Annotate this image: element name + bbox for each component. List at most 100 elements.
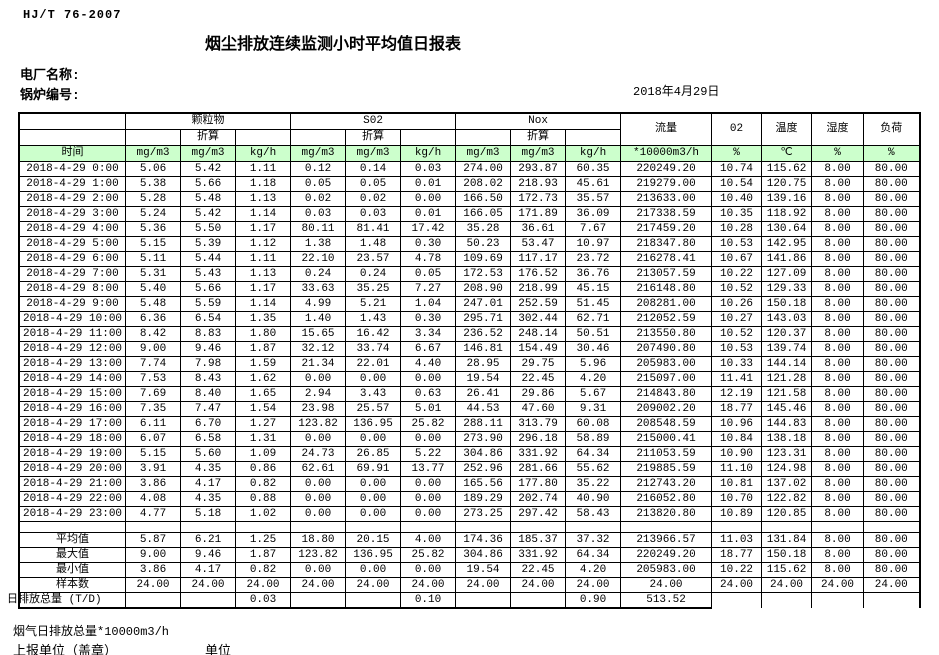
table-cell: 29.75 — [510, 356, 567, 372]
table-cell: 10.22 — [711, 562, 763, 578]
table-cell: 9.00 — [125, 547, 182, 563]
table-cell: 0.00 — [400, 476, 457, 492]
table-cell: 7.67 — [565, 221, 622, 237]
table-cell: 127.09 — [761, 266, 813, 282]
table-cell: 8.00 — [811, 311, 865, 327]
table-cell: 7.53 — [125, 371, 182, 387]
table-cell: 1.02 — [235, 506, 292, 522]
table-cell: 1.25 — [235, 532, 292, 548]
table-cell: 1.31 — [235, 431, 292, 447]
header-group-so2: S02 — [290, 112, 457, 130]
table-cell: 18.77 — [711, 547, 763, 563]
table-cell: 8.40 — [180, 386, 237, 402]
table-cell: 11.03 — [711, 532, 763, 548]
table-cell: 8.00 — [811, 161, 865, 177]
daily-total-row: 日排放总量 (T/D) 0.03 0.10 0.90 513.52 — [7, 592, 921, 609]
table-cell: 7.69 — [125, 386, 182, 402]
summary-label: 最大值 — [18, 547, 127, 563]
table-cell: 313.79 — [510, 416, 567, 432]
table-cell: 24.00 — [811, 577, 865, 593]
table-cell: 219279.00 — [620, 176, 713, 192]
header-empty-cell — [290, 129, 347, 146]
table-cell: 0.00 — [345, 431, 402, 447]
table-cell: 0.00 — [345, 491, 402, 507]
table-cell: 1.13 — [235, 266, 292, 282]
table-cell: 10.35 — [711, 206, 763, 222]
table-cell: 0.30 — [400, 311, 457, 327]
table-cell: 218347.80 — [620, 236, 713, 252]
hour-row: 2018-4-29 15:00 7.69 8.40 1.65 2.94 3.43 0.63 2… — [18, 386, 921, 402]
header-unit: kg/h — [400, 145, 457, 162]
table-cell: 36.76 — [565, 266, 622, 282]
table-cell: 0.05 — [345, 176, 402, 192]
header-humidity: 湿度 — [811, 112, 865, 146]
header-converted-nox: 折算 — [510, 129, 567, 146]
table-cell: 4.17 — [180, 476, 237, 492]
time-cell: 2018-4-29 21:00 — [18, 476, 127, 492]
table-cell: 24.00 — [400, 577, 457, 593]
table-cell: 80.00 — [863, 236, 921, 252]
table-cell: 273.25 — [455, 506, 512, 522]
table-cell: 5.67 — [565, 386, 622, 402]
table-cell: 209002.20 — [620, 401, 713, 417]
table-cell: 1.04 — [400, 296, 457, 312]
hour-row: 2018-4-29 14:00 7.53 8.43 1.62 0.00 0.00 0.00 1… — [18, 371, 921, 387]
hour-row: 2018-4-29 19:00 5.15 5.60 1.09 24.73 26.85 5.2… — [18, 446, 921, 462]
header-load: 负荷 — [863, 112, 921, 146]
table-cell: 208281.00 — [620, 296, 713, 312]
header-group-nox: Nox — [455, 112, 622, 130]
table-cell: 0.00 — [400, 431, 457, 447]
table-cell: 80.00 — [863, 461, 921, 477]
table-cell: 1.80 — [235, 326, 292, 342]
header-unit: mg/m3 — [290, 145, 347, 162]
report-table: 颗粒物 S02 Nox 流量 02 温度 湿度 负荷 折算 折算 折算 — [7, 112, 921, 609]
table-cell: 304.86 — [455, 446, 512, 462]
table-cell: 80.00 — [863, 161, 921, 177]
flue-gas-total-note: 烟气日排放总量*10000m3/h — [13, 625, 170, 639]
summary-label: 平均值 — [18, 532, 127, 548]
table-cell: 0.00 — [345, 476, 402, 492]
empty-cell — [345, 521, 402, 533]
time-cell: 2018-4-29 13:00 — [18, 356, 127, 372]
table-cell: 216052.80 — [620, 491, 713, 507]
table-cell: 166.50 — [455, 191, 512, 207]
plant-name-label: 电厂名称: — [20, 68, 80, 83]
table-cell: 24.00 — [345, 577, 402, 593]
empty-cell — [180, 521, 237, 533]
header-unit: mg/m3 — [345, 145, 402, 162]
table-cell: 109.69 — [455, 251, 512, 267]
table-cell: 80.00 — [863, 311, 921, 327]
table-cell: 136.95 — [345, 416, 402, 432]
table-cell: 0.63 — [400, 386, 457, 402]
table-cell: 9.46 — [180, 341, 237, 357]
table-cell: 208.90 — [455, 281, 512, 297]
table-cell: 44.53 — [455, 401, 512, 417]
table-cell: 288.11 — [455, 416, 512, 432]
table-cell — [180, 592, 237, 609]
table-cell — [345, 592, 402, 609]
table-cell: 80.00 — [863, 206, 921, 222]
hour-row: 2018-4-29 6:00 5.11 5.44 1.11 22.10 23.57 4.78… — [18, 251, 921, 267]
table-cell: 0.00 — [290, 506, 347, 522]
table-cell: 80.00 — [863, 562, 921, 578]
table-cell: 8.00 — [811, 266, 865, 282]
table-cell: 11.41 — [711, 371, 763, 387]
table-cell: 36.61 — [510, 221, 567, 237]
table-cell: 131.84 — [761, 532, 813, 548]
table-cell: 25.82 — [400, 547, 457, 563]
time-cell: 2018-4-29 18:00 — [18, 431, 127, 447]
table-cell: 4.35 — [180, 461, 237, 477]
table-cell: 24.00 — [711, 577, 763, 593]
table-cell: 6.07 — [125, 431, 182, 447]
table-cell: 8.00 — [811, 371, 865, 387]
table-cell: 80.11 — [290, 221, 347, 237]
table-cell: 217459.20 — [620, 221, 713, 237]
table-cell: 0.90 — [565, 592, 622, 609]
hour-row: 2018-4-29 23:00 4.77 5.18 1.02 0.00 0.00 0.00 2… — [18, 506, 921, 522]
table-cell: 4.17 — [180, 562, 237, 578]
table-cell: 8.00 — [811, 191, 865, 207]
table-cell: 8.00 — [811, 461, 865, 477]
table-cell: 139.74 — [761, 341, 813, 357]
table-cell: 10.27 — [711, 311, 763, 327]
table-cell: 1.87 — [235, 341, 292, 357]
